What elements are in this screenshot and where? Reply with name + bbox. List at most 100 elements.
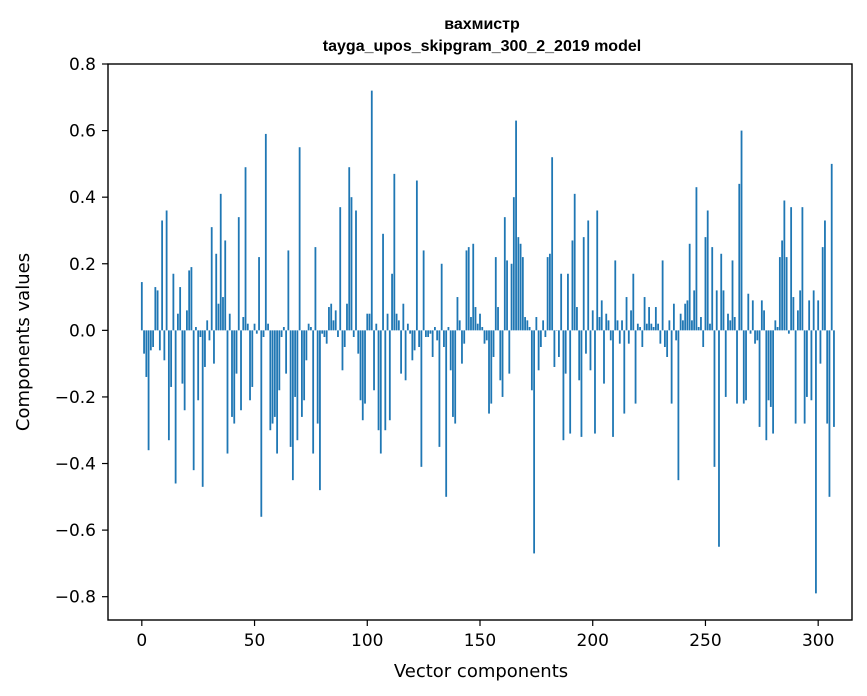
bar-223 xyxy=(643,297,646,331)
bar-161 xyxy=(503,217,506,331)
bar-192 xyxy=(573,193,576,331)
bar-40 xyxy=(231,330,233,417)
bar-5 xyxy=(152,330,154,347)
bar-126 xyxy=(424,330,427,338)
bar-236 xyxy=(672,303,675,331)
bar-248 xyxy=(700,317,702,331)
bar-152 xyxy=(483,330,486,344)
bar-17 xyxy=(179,287,182,331)
bar-159 xyxy=(499,330,502,381)
x-tick-label-0: 0 xyxy=(136,631,147,651)
bar-138 xyxy=(452,330,454,417)
y-tick-label-7: 0.6 xyxy=(69,122,96,142)
bar-63 xyxy=(282,327,285,331)
bar-36 xyxy=(222,297,224,331)
bar-68 xyxy=(294,330,297,397)
bar-200 xyxy=(591,310,594,331)
bar-116 xyxy=(402,303,405,331)
bar-206 xyxy=(605,313,608,331)
bar-209 xyxy=(612,330,614,437)
bar-262 xyxy=(731,260,734,331)
bar-251 xyxy=(706,210,709,331)
bar-81 xyxy=(323,330,326,338)
chart-subtitle: tayga_upos_skipgram_300_2_2019 model xyxy=(323,38,641,55)
bar-162 xyxy=(506,260,508,331)
bar-292 xyxy=(799,290,802,331)
bar-67 xyxy=(291,330,294,481)
bar-278 xyxy=(767,330,770,401)
bar-302 xyxy=(821,247,824,331)
bar-158 xyxy=(497,307,499,331)
bar-50 xyxy=(253,323,256,331)
bar-27 xyxy=(201,330,204,487)
bar-181 xyxy=(548,253,551,331)
bar-247 xyxy=(697,327,700,331)
bar-120 xyxy=(411,330,414,361)
bar-287 xyxy=(787,330,790,334)
bar-257 xyxy=(720,253,723,331)
chart-title: вахмистр xyxy=(444,16,520,33)
bar-58 xyxy=(271,330,274,424)
bar-250 xyxy=(704,237,707,331)
bar-80 xyxy=(321,330,324,334)
bar-109 xyxy=(386,313,389,331)
bar-93 xyxy=(350,197,353,331)
bar-90 xyxy=(343,330,346,347)
bar-119 xyxy=(409,330,412,334)
bar-229 xyxy=(657,323,660,331)
bar-79 xyxy=(319,330,321,491)
bar-183 xyxy=(553,330,556,367)
bar-76 xyxy=(312,330,315,454)
bar-103 xyxy=(373,330,375,391)
bar-208 xyxy=(609,330,612,341)
bar-3 xyxy=(147,330,150,451)
bar-273 xyxy=(756,330,759,341)
bar-145 xyxy=(467,247,470,331)
bar-294 xyxy=(803,330,806,424)
bar-270 xyxy=(749,330,752,334)
bar-51 xyxy=(255,330,258,334)
x-tick-label-150: 150 xyxy=(464,631,496,651)
bar-202 xyxy=(596,210,599,331)
bar-303 xyxy=(824,220,826,331)
bar-234 xyxy=(668,320,671,331)
bar-38 xyxy=(226,330,229,454)
bar-57 xyxy=(269,330,272,431)
y-tick-label-1: −0.6 xyxy=(55,521,96,541)
bar-13 xyxy=(170,330,173,387)
bar-224 xyxy=(645,323,648,331)
bar-284 xyxy=(781,240,784,331)
bar-293 xyxy=(801,207,804,331)
bar-89 xyxy=(341,330,344,371)
bar-266 xyxy=(740,130,743,331)
bar-306 xyxy=(830,163,833,331)
bar-45 xyxy=(242,317,245,331)
bar-30 xyxy=(208,330,211,341)
bar-147 xyxy=(472,243,475,331)
bar-149 xyxy=(476,323,479,331)
bar-188 xyxy=(564,330,567,374)
bar-11 xyxy=(165,210,168,331)
y-tick-label-3: −0.2 xyxy=(55,388,96,408)
bar-111 xyxy=(391,273,393,331)
bar-113 xyxy=(395,313,398,331)
bar-243 xyxy=(688,243,691,331)
y-tick-label-5: 0.2 xyxy=(69,255,96,275)
bar-197 xyxy=(585,330,587,354)
bar-47 xyxy=(246,323,249,331)
bar-25 xyxy=(197,330,200,401)
bar-265 xyxy=(738,183,741,331)
bar-226 xyxy=(650,323,653,331)
bar-167 xyxy=(517,237,520,331)
bar-87 xyxy=(337,330,339,338)
bar-194 xyxy=(578,330,581,381)
bar-26 xyxy=(199,330,202,338)
bar-52 xyxy=(258,257,260,331)
bar-2 xyxy=(145,330,148,377)
bar-112 xyxy=(393,173,396,331)
bar-213 xyxy=(621,320,623,331)
bar-189 xyxy=(567,273,569,331)
bar-78 xyxy=(316,330,319,424)
bar-65 xyxy=(287,250,290,331)
bar-201 xyxy=(594,330,596,434)
